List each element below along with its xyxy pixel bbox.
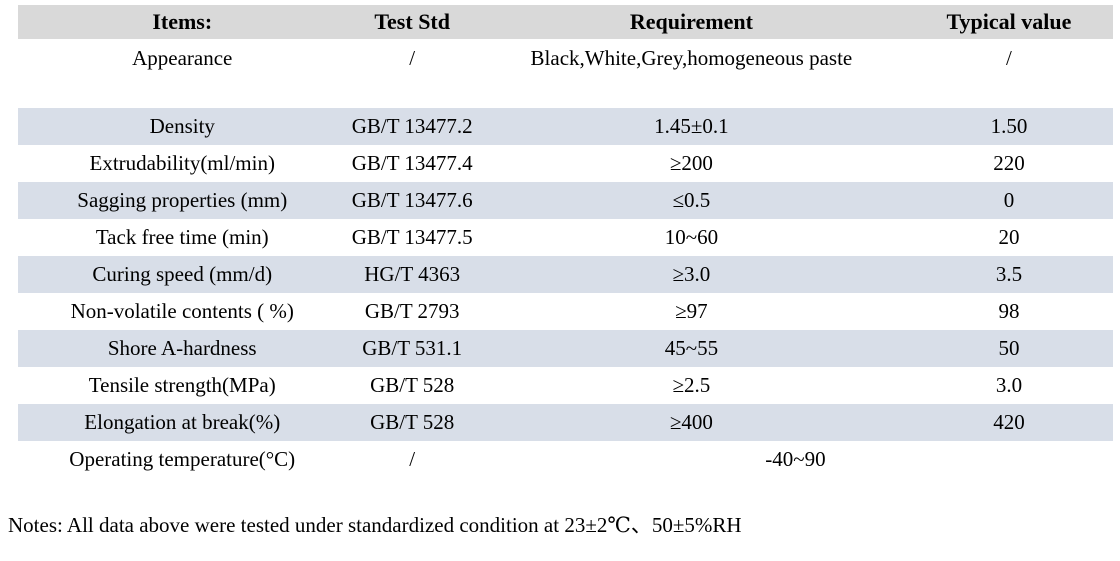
table-row: Non-volatile contents ( %) GB/T 2793 ≥97 98 <box>18 293 1113 330</box>
cell-typical-value: 0 <box>904 182 1113 219</box>
cell-requirement: 10~60 <box>664 225 719 250</box>
notes-text: Notes: All data above were tested under … <box>8 513 742 537</box>
spec-table: Items: Test Std Requirement Typical valu… <box>18 5 1113 478</box>
cell-typical-value: 20 <box>998 225 1020 250</box>
cell-test-std: / <box>409 46 416 70</box>
cell-item: Elongation at break(%) <box>18 404 347 441</box>
cell-test-std: GB/T 13477.5 <box>351 225 473 250</box>
spec-table-wrap: Items: Test Std Requirement Typical valu… <box>18 5 1113 478</box>
table-row: Tensile strength(MPa) GB/T 528 ≥2.5 3.0 <box>18 367 1113 404</box>
cell-typical-value: 420 <box>904 404 1113 441</box>
cell-test-std: GB/T 13477.4 <box>351 151 473 176</box>
cell-item: Non-volatile contents ( %) <box>70 299 294 324</box>
cell-test-std: GB/T 531.1 <box>346 330 478 367</box>
header-test-std: Test Std <box>346 5 478 39</box>
cell-typical-value: 220 <box>993 151 1025 176</box>
cell-requirement: -40~90 <box>765 447 826 472</box>
cell-item: Tensile strength(MPa) <box>88 373 276 398</box>
cell-item: Appearance <box>132 46 233 70</box>
table-row: Curing speed (mm/d) HG/T 4363 ≥3.0 3.5 <box>18 256 1113 293</box>
spec-table-head: Items: Test Std Requirement Typical valu… <box>18 5 1113 39</box>
cell-requirement: 45~55 <box>477 330 905 367</box>
table-row: Density GB/T 13477.2 1.45±0.1 1.50 <box>18 108 1113 145</box>
cell-typical-value: 3.0 <box>995 373 1023 398</box>
cell-typical-value: 3.5 <box>904 256 1113 293</box>
cell-typical-value: 98 <box>998 299 1020 324</box>
cell-typical-value: 1.50 <box>904 108 1113 145</box>
cell-requirement: ≥2.5 <box>672 373 711 398</box>
cell-typical-value: / <box>1006 46 1012 70</box>
cell-test-std: / <box>409 447 416 472</box>
cell-requirement: ≥200 <box>669 151 713 176</box>
table-row: Operating temperature(°C) / -40~90 <box>18 441 1113 478</box>
header-items: Items: <box>18 5 347 39</box>
cell-requirement: 1.45±0.1 <box>477 108 905 145</box>
cell-test-std: HG/T 4363 <box>346 256 478 293</box>
table-row: Sagging properties (mm) GB/T 13477.6 ≤0.5 0 <box>18 182 1113 219</box>
header-row: Items: Test Std Requirement Typical valu… <box>18 5 1113 39</box>
header-requirement: Requirement <box>477 5 905 39</box>
cell-typical-value: 50 <box>904 330 1113 367</box>
cell-item: Density <box>18 108 347 145</box>
cell-test-std: GB/T 13477.2 <box>346 108 478 145</box>
cell-requirement: ≥97 <box>675 299 708 324</box>
table-row: Tack free time (min) GB/T 13477.5 10~60 20 <box>18 219 1113 256</box>
cell-item: Curing speed (mm/d) <box>18 256 347 293</box>
table-row: Appearance / Black,White,Grey,homogeneous … <box>18 39 1113 108</box>
cell-item: Extrudability(ml/min) <box>89 151 275 176</box>
table-row: Extrudability(ml/min) GB/T 13477.4 ≥200 220 <box>18 145 1113 182</box>
table-row: Elongation at break(%) GB/T 528 ≥400 420 <box>18 404 1113 441</box>
cell-item: Operating temperature(°C) <box>69 447 296 472</box>
cell-requirement: Black,White,Grey,homogeneous paste <box>530 46 853 70</box>
cell-requirement: ≥3.0 <box>477 256 905 293</box>
cell-test-std: GB/T 528 <box>346 404 478 441</box>
cell-item: Sagging properties (mm) <box>18 182 347 219</box>
cell-requirement: ≥400 <box>477 404 905 441</box>
cell-item: Shore A-hardness <box>18 330 347 367</box>
cell-test-std: GB/T 13477.6 <box>346 182 478 219</box>
table-row: Shore A-hardness GB/T 531.1 45~55 50 <box>18 330 1113 367</box>
cell-test-std: GB/T 2793 <box>364 299 460 324</box>
header-typical-value: Typical value <box>904 5 1113 39</box>
cell-requirement: ≤0.5 <box>477 182 905 219</box>
spec-table-body: Appearance / Black,White,Grey,homogeneous … <box>18 39 1113 478</box>
cell-test-std: GB/T 528 <box>370 373 455 398</box>
cell-item: Tack free time (min) <box>95 225 269 250</box>
